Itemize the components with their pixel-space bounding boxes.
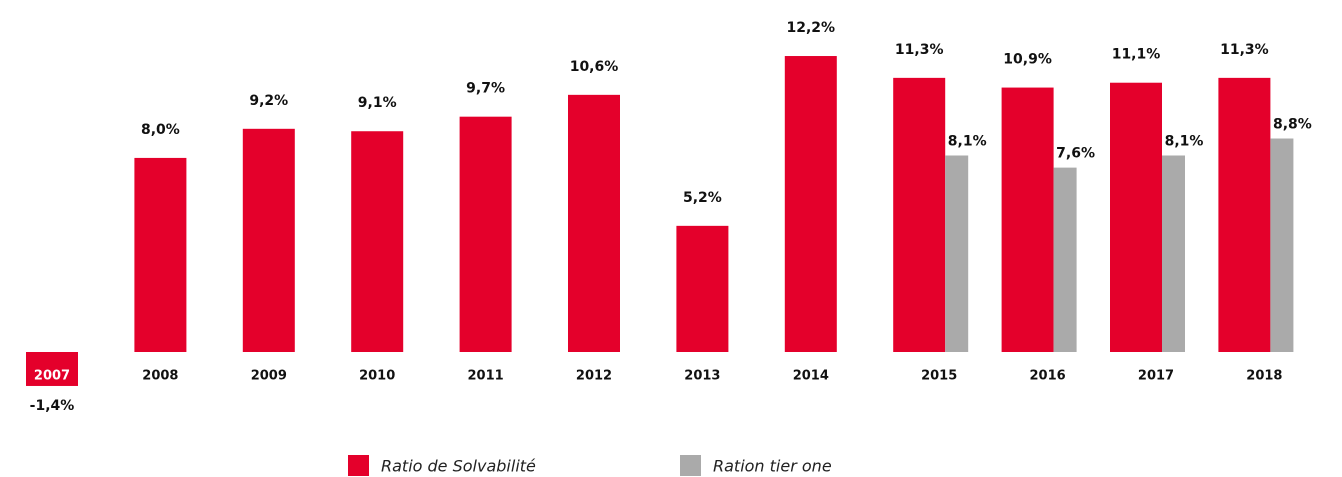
- value-label: 7,6%: [1056, 146, 1095, 162]
- bar: [1162, 155, 1185, 352]
- x-tick-label: 2016: [1030, 369, 1066, 384]
- bar: [351, 131, 404, 352]
- value-label: 10,6%: [570, 59, 619, 75]
- legend-label: Ration tier one: [713, 457, 832, 476]
- bar: [459, 116, 512, 352]
- bar: [1110, 82, 1162, 353]
- bar: [1218, 77, 1271, 352]
- bar: [26, 352, 78, 386]
- legend-swatch: [680, 455, 701, 476]
- value-label: 10,9%: [1003, 52, 1052, 68]
- x-tick-label: 2008: [142, 369, 178, 384]
- bar: [893, 77, 946, 352]
- bar: [1053, 167, 1077, 352]
- x-tick-label: 2018: [1246, 369, 1282, 384]
- x-tick-label: 2007: [34, 369, 70, 384]
- bar: [1001, 87, 1054, 352]
- value-label: 9,2%: [249, 93, 288, 109]
- value-label: 8,1%: [1165, 133, 1204, 149]
- value-label: 5,2%: [683, 190, 722, 206]
- value-label: 11,3%: [1220, 42, 1269, 58]
- legend-swatch: [348, 455, 369, 476]
- value-label: 8,1%: [948, 133, 987, 149]
- x-tick-label: 2009: [251, 369, 287, 384]
- legend-label: Ratio de Solvabilité: [381, 457, 536, 476]
- x-tick-label: 2012: [576, 369, 612, 384]
- value-label: 9,7%: [466, 81, 505, 97]
- bar: [134, 157, 187, 352]
- value-label: 8,0%: [141, 122, 180, 138]
- x-tick-label: 2015: [921, 369, 957, 384]
- x-tick-label: 2011: [468, 369, 504, 384]
- value-label: 11,1%: [1112, 47, 1161, 63]
- bar: [945, 155, 969, 352]
- bar: [676, 225, 729, 352]
- value-label: 9,1%: [358, 95, 397, 111]
- x-tick-label: 2010: [359, 369, 395, 384]
- value-label: 12,2%: [787, 20, 836, 36]
- x-tick-label: 2017: [1138, 369, 1174, 384]
- bar: [784, 56, 837, 352]
- value-label: -1,4%: [30, 398, 75, 414]
- x-tick-label: 2014: [793, 369, 829, 384]
- x-tick-label: 2013: [684, 369, 720, 384]
- bar: [568, 94, 620, 353]
- value-label: 8,8%: [1273, 117, 1312, 133]
- bar: [242, 128, 295, 352]
- value-label: 11,3%: [895, 42, 944, 58]
- bar: [1270, 138, 1294, 352]
